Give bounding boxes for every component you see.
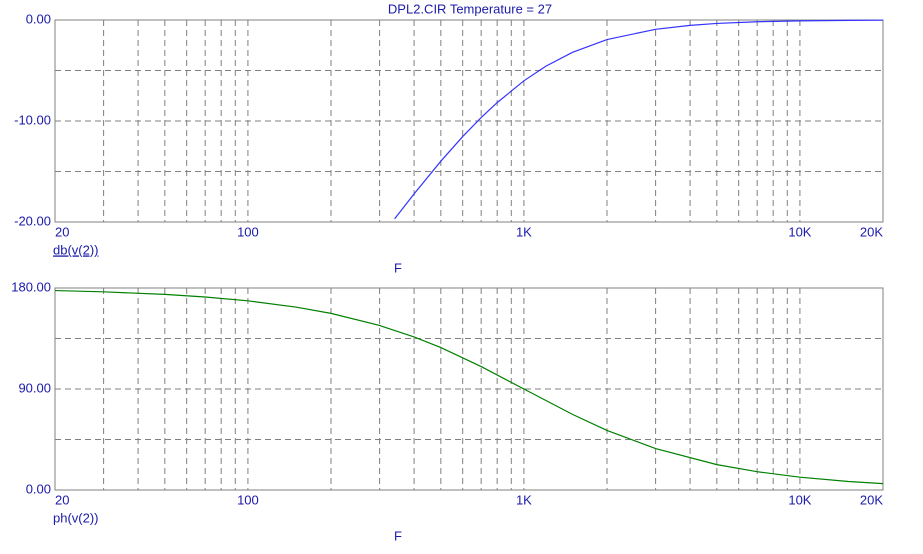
- x-tick-label: 20: [55, 492, 69, 507]
- x-tick-label: 10K: [788, 224, 811, 239]
- y-tick-label: 90.00: [18, 380, 51, 395]
- x-tick-label: 1K: [516, 224, 532, 239]
- x-tick-label: 100: [237, 224, 259, 239]
- x-axis-label: F: [394, 528, 402, 543]
- series-line: [394, 19, 884, 220]
- x-tick-label: 1K: [516, 492, 532, 507]
- x-tick-label: 20K: [860, 492, 883, 507]
- x-axis-label: F: [394, 260, 402, 275]
- y-tick-label: 0.00: [26, 481, 51, 496]
- y-tick-label: 0.00: [26, 11, 51, 26]
- legend-entry: db(v(2)): [53, 242, 99, 257]
- plot-frame: [54, 19, 884, 223]
- legend-entry: ph(v(2)): [53, 510, 99, 525]
- y-tick-label: -10.00: [14, 112, 51, 127]
- series-line: [54, 289, 884, 485]
- x-tick-label: 20: [55, 224, 69, 239]
- x-tick-label: 10K: [788, 492, 811, 507]
- y-tick-label: 180.00: [11, 279, 51, 294]
- plot-frame: [54, 287, 884, 491]
- y-tick-label: -20.00: [14, 213, 51, 228]
- x-tick-label: 100: [237, 492, 259, 507]
- chart-title: DPL2.CIR Temperature = 27: [388, 1, 552, 16]
- x-tick-label: 20K: [860, 224, 883, 239]
